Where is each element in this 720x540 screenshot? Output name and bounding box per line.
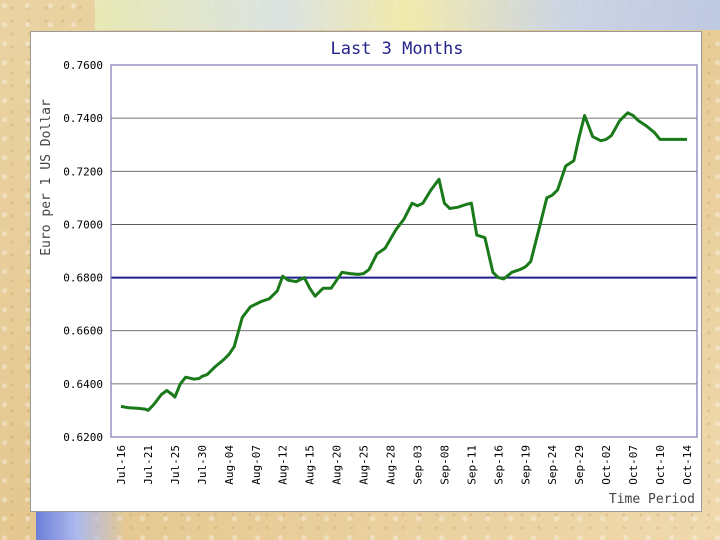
x-axis-ticks: Jul-16 Jul-21 Jul-25 Jul-30 Aug-04 Aug-07 Aug-… bbox=[115, 445, 694, 485]
x-tick-label: Oct-07 bbox=[627, 445, 640, 485]
plot-frame bbox=[110, 64, 698, 438]
x-tick-label: Sep-11 bbox=[465, 445, 478, 485]
grid-lines bbox=[111, 117, 697, 385]
x-tick-label: Aug-15 bbox=[304, 445, 317, 485]
y-tick-label: 0.6200 bbox=[63, 431, 103, 444]
x-tick-label: Sep-16 bbox=[492, 445, 505, 485]
line-chart: 0.6200 0.6400 0.6600 0.6800 0.7000 0.7200 0.74… bbox=[39, 39, 698, 507]
x-tick-label: Sep-19 bbox=[519, 445, 532, 485]
x-tick-label: Jul-30 bbox=[196, 445, 209, 485]
x-tick-label: Aug-04 bbox=[223, 445, 236, 485]
y-tick-label: 0.7600 bbox=[63, 59, 103, 72]
y-tick-label: 0.7200 bbox=[63, 165, 103, 178]
x-tick-label: Sep-24 bbox=[546, 445, 559, 485]
x-tick-label: Jul-16 bbox=[115, 445, 128, 485]
x-tick-label: Aug-12 bbox=[277, 445, 290, 485]
y-tick-label: 0.6600 bbox=[63, 325, 103, 338]
y-tick-label: 0.7000 bbox=[63, 218, 103, 231]
x-tick-label: Aug-25 bbox=[358, 445, 371, 485]
chart-panel: 0.6200 0.6400 0.6600 0.6800 0.7000 0.7200 0.74… bbox=[30, 31, 702, 512]
y-tick-label: 0.7400 bbox=[63, 112, 103, 125]
y-axis-label: Euro per 1 US Dollar bbox=[39, 99, 54, 256]
x-tick-label: Sep-08 bbox=[438, 445, 451, 485]
x-tick-label: Aug-07 bbox=[250, 445, 263, 485]
x-axis-label: Time Period bbox=[609, 492, 695, 507]
x-tick-label: Jul-25 bbox=[169, 445, 182, 485]
x-tick-label: Oct-14 bbox=[681, 445, 694, 485]
bottom-decorative-banner bbox=[36, 512, 126, 540]
x-tick-label: Sep-29 bbox=[573, 445, 586, 485]
x-tick-label: Aug-28 bbox=[385, 445, 398, 485]
y-tick-label: 0.6800 bbox=[63, 272, 103, 285]
chart-title: Last 3 Months bbox=[330, 39, 463, 59]
x-tick-label: Aug-20 bbox=[331, 445, 344, 485]
x-tick-label: Oct-02 bbox=[600, 445, 613, 485]
x-tick-label: Oct-10 bbox=[654, 445, 667, 485]
x-tick-label: Jul-21 bbox=[142, 445, 155, 485]
series-line-eur-usd bbox=[120, 111, 687, 412]
top-decorative-banner bbox=[95, 0, 720, 30]
y-axis-ticks: 0.6200 0.6400 0.6600 0.6800 0.7000 0.7200 0.74… bbox=[63, 59, 103, 444]
y-tick-label: 0.6400 bbox=[63, 378, 103, 391]
x-tick-label: Sep-03 bbox=[411, 445, 424, 485]
